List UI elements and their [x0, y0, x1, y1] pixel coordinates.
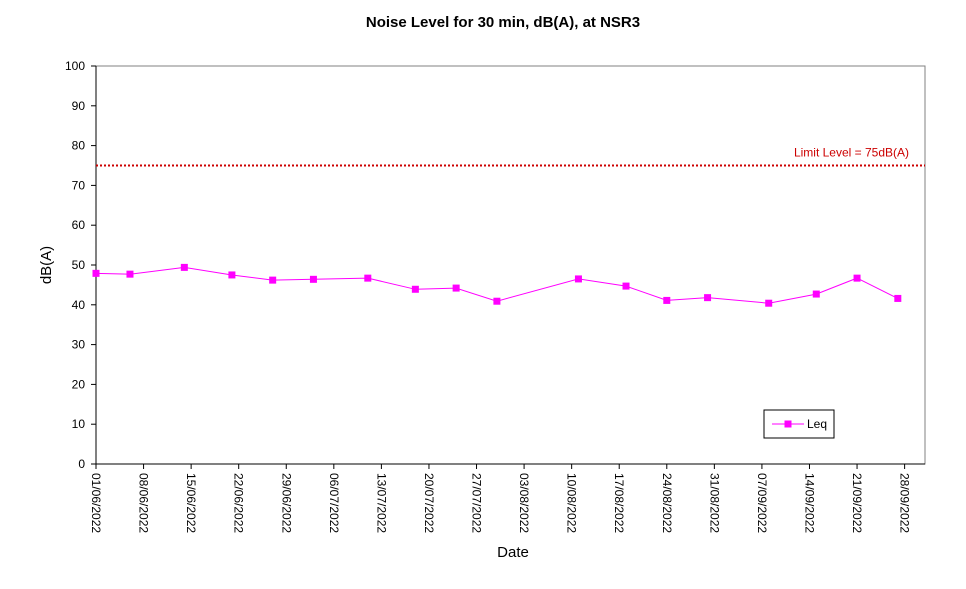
x-tick-label: 14/09/2022 [802, 473, 816, 533]
data-point [894, 294, 902, 302]
x-tick-label: 06/07/2022 [327, 473, 341, 533]
data-point [180, 263, 188, 271]
legend: Leq [763, 409, 835, 439]
y-tick-label: 70 [72, 178, 86, 192]
x-tick-label: 01/06/2022 [89, 473, 103, 533]
data-point [853, 274, 861, 282]
data-point [309, 275, 317, 283]
data-point [92, 269, 100, 277]
x-tick-label: 20/07/2022 [422, 473, 436, 533]
x-tick-label: 17/08/2022 [612, 473, 626, 533]
y-tick-label: 20 [72, 377, 86, 391]
x-tick-label: 08/06/2022 [137, 473, 151, 533]
y-tick-label: 90 [72, 99, 86, 113]
data-point [126, 270, 134, 278]
series-line [95, 266, 899, 304]
legend-marker [784, 420, 792, 428]
series-leq [92, 263, 902, 307]
x-tick-label: 24/08/2022 [660, 473, 674, 533]
legend-label: Leq [807, 417, 827, 431]
data-point [765, 299, 773, 307]
plot-area [95, 65, 926, 465]
data-point [812, 290, 820, 298]
x-tick-label: 03/08/2022 [517, 473, 531, 533]
x-axis-label: Date [497, 544, 529, 561]
x-tick-label: 21/09/2022 [850, 473, 864, 533]
x-tick-label: 29/06/2022 [279, 473, 293, 533]
y-tick-label: 30 [72, 338, 86, 352]
data-point [622, 282, 630, 290]
chart-title: Noise Level for 30 min, dB(A), at NSR3 [366, 14, 640, 31]
y-axis-label: dB(A) [38, 246, 55, 284]
x-tick-label: 07/09/2022 [755, 473, 769, 533]
data-point [364, 274, 372, 282]
x-tick-label: 28/09/2022 [898, 473, 912, 533]
x-tick-label: 22/06/2022 [232, 473, 246, 533]
x-tick-label: 10/08/2022 [565, 473, 579, 533]
x-axis-ticks: 01/06/2022 08/06/2022 15/06/2022 22/06/2022… [89, 464, 912, 533]
data-point [228, 271, 236, 279]
limit-label: Limit Level = 75dB(A) [794, 146, 909, 160]
x-tick-label: 27/07/2022 [470, 473, 484, 533]
y-tick-label: 100 [65, 59, 85, 73]
data-point [663, 296, 671, 304]
data-point [493, 297, 501, 305]
y-tick-label: 50 [72, 258, 86, 272]
y-axis-ticks: 0 10 20 30 40 50 60 70 80 90 100 [65, 59, 96, 471]
data-point [574, 275, 582, 283]
data-point [704, 294, 712, 302]
y-tick-label: 80 [72, 139, 86, 153]
x-tick-label: 13/07/2022 [374, 473, 388, 533]
y-tick-label: 0 [78, 457, 85, 471]
data-point [269, 276, 277, 284]
limit-level: Limit Level = 75dB(A) [96, 146, 925, 167]
data-point [452, 284, 460, 292]
x-tick-label: 15/06/2022 [184, 473, 198, 533]
x-tick-label: 31/08/2022 [707, 473, 721, 533]
y-tick-label: 60 [72, 218, 86, 232]
y-tick-label: 10 [72, 417, 86, 431]
data-point [411, 285, 419, 293]
y-tick-label: 40 [72, 298, 86, 312]
